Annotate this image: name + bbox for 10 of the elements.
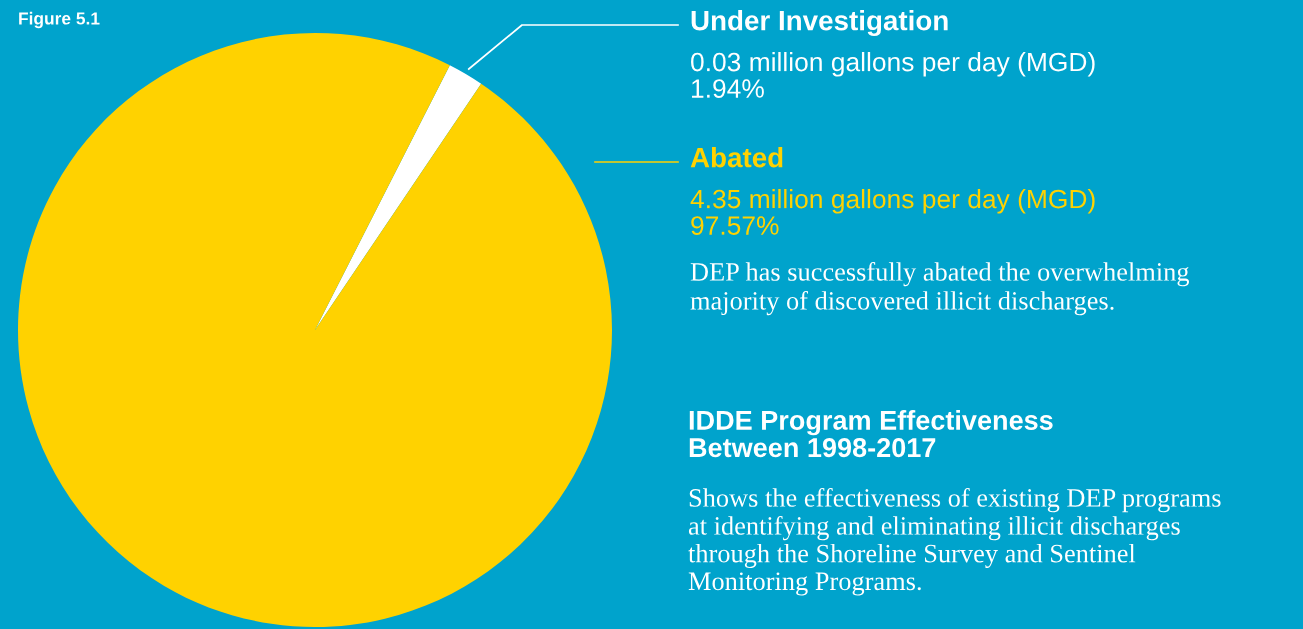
pie-slice xyxy=(315,65,482,330)
slice-label: Abated xyxy=(690,147,783,168)
pie-slice xyxy=(18,33,612,627)
chart-title: Figure 5.1 xyxy=(19,11,100,29)
slice-label: Under Investigation xyxy=(691,10,948,37)
data-label: 4.35 million gallons per day (MGD) 97.57% xyxy=(690,189,1095,235)
data-label: 0.03 million gallons per day (MGD) 1.94% xyxy=(691,52,1095,98)
text: DEP has successfully abated the overwhelming majority of discovered illicit discharges. xyxy=(690,262,1190,316)
text: IDDE Program Effectiveness Between 1998-2017 xyxy=(689,410,1053,458)
text: Shows the effectiveness of existing DEP programs at identifying and eliminating illicit discharges through the Shoreline Survey and Sentinel Monitoring Programs. xyxy=(688,488,1221,596)
